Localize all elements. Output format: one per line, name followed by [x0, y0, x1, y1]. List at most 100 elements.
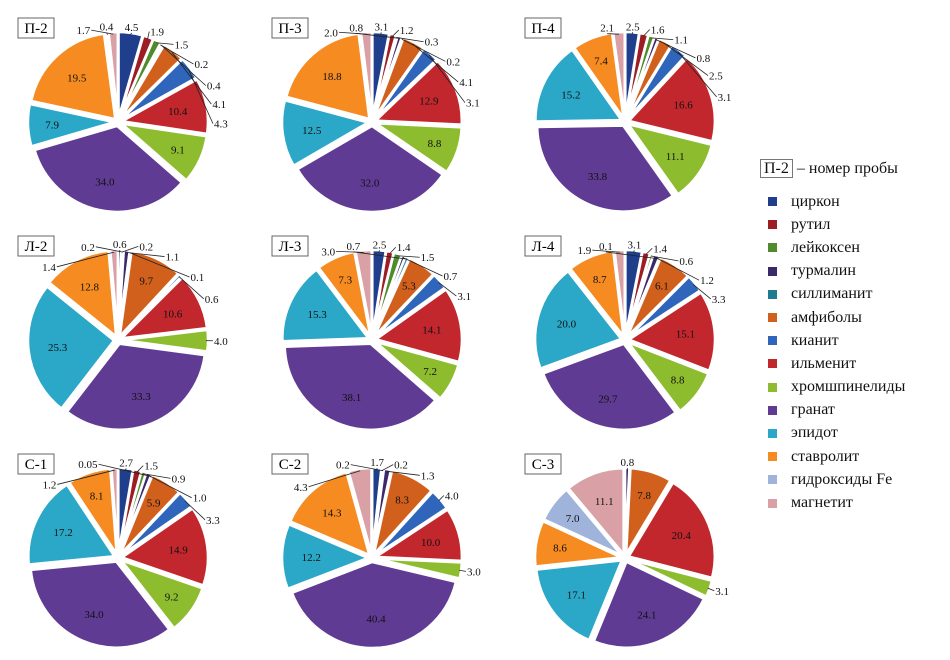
data-label: 7.2 [423, 366, 437, 378]
pie-slice [625, 122, 714, 197]
data-label: 3.1 [627, 239, 641, 251]
legend-sample-label: П-2 [760, 159, 793, 178]
leader-line [387, 470, 420, 476]
data-label: 1.9 [577, 245, 591, 257]
data-label: 12.5 [302, 125, 322, 137]
data-label: 0.2 [139, 241, 153, 253]
data-label: 2.5 [373, 239, 387, 251]
data-label: 40.4 [366, 614, 386, 626]
leader-line [129, 252, 190, 278]
data-label: 1.1 [165, 252, 179, 264]
data-label: 7.0 [566, 513, 580, 525]
data-label: 0.6 [205, 294, 219, 306]
pie-С-3: С-3 0.8 7.8 20.4 3.1 24.1 17.1 8.6 7.0 11.1 [524, 453, 729, 649]
pie-slice [534, 47, 624, 123]
data-label: 29.7 [598, 393, 618, 405]
pie-slice [613, 248, 627, 337]
data-label: 1.5 [175, 39, 189, 51]
legend-swatch [768, 475, 777, 485]
data-label: 3.1 [466, 98, 480, 110]
pie-slice [26, 102, 115, 148]
leader-line [643, 29, 651, 37]
legend-swatch [768, 428, 777, 438]
leader-line [397, 255, 420, 258]
data-label: 20.4 [672, 530, 692, 542]
pie-slice [534, 558, 624, 642]
data-label: 1.0 [193, 493, 207, 505]
data-label: 8.6 [553, 542, 567, 554]
data-label: 1.2 [43, 479, 57, 491]
legend-label: рутил [791, 215, 831, 233]
legend-item: магнетит [760, 491, 905, 514]
legend-item: хромшпинелиды [760, 376, 905, 399]
leader-line [353, 251, 407, 260]
leader-line [156, 42, 174, 45]
legend-label: лейкоксен [791, 238, 860, 256]
legend-sample-caption: – номер пробы [796, 160, 898, 177]
leader-line [143, 473, 171, 479]
pie-slice [29, 32, 117, 121]
data-label: 0.8 [349, 22, 363, 34]
data-label: 17.2 [54, 527, 73, 539]
sample-label: П-2 [24, 21, 47, 37]
leader-line [438, 495, 445, 501]
pie-slice [120, 57, 199, 121]
data-label: 1.7 [370, 457, 384, 469]
leader-line [338, 31, 367, 35]
data-label: 7.9 [45, 119, 59, 131]
legend-item: лейкоксен [760, 236, 905, 259]
data-label: 7.3 [338, 275, 352, 287]
legend-label: ставролит [791, 447, 860, 465]
data-label: 0.4 [207, 81, 221, 93]
legend-swatch [768, 382, 777, 392]
pie-slice [295, 124, 445, 214]
pie-slice [47, 249, 118, 340]
leader-line [381, 464, 394, 471]
data-label: 12.9 [419, 96, 439, 108]
leader-line [396, 37, 424, 43]
data-label: 9.1 [171, 145, 185, 157]
sample-label: П-4 [531, 21, 555, 37]
data-label: 1.7 [76, 25, 90, 37]
data-label: 3.1 [715, 586, 729, 598]
legend-label: кианит [791, 331, 839, 349]
leader-line [98, 463, 152, 477]
pie-slice [107, 30, 120, 119]
leader-line [633, 250, 635, 253]
data-label: 19.5 [67, 72, 87, 84]
data-label: 8.8 [671, 375, 685, 387]
data-label: 25.3 [48, 342, 68, 354]
pie-slice [374, 340, 461, 401]
pie-slice [626, 481, 716, 580]
legend-item: силлиманит [760, 283, 905, 306]
leader-line [121, 246, 139, 253]
leader-line [171, 52, 212, 105]
leader-line [184, 500, 206, 521]
pie-slice [354, 248, 373, 337]
leader-line [136, 465, 144, 473]
data-label: 8.7 [593, 274, 607, 286]
leader-line [57, 469, 115, 485]
data-label: 2.5 [626, 21, 640, 33]
pie-slice [119, 272, 184, 339]
leader-line [651, 255, 679, 262]
leader-line [664, 43, 709, 76]
leader-line [91, 29, 114, 35]
data-label: 1.2 [700, 275, 714, 287]
pie-slice [542, 487, 623, 557]
data-label: 15.2 [561, 89, 580, 101]
pie-slice [626, 55, 717, 143]
leader-line [693, 284, 712, 300]
data-label: 0.9 [172, 473, 186, 485]
data-label: 0.2 [195, 59, 209, 71]
pie-Л-2: Л-2 0.6 0.2 0.2 1.1 0.1 9.7 0.6 10.6 4.0 33.3 25.3 1… [17, 235, 228, 431]
leader-line [428, 54, 466, 103]
legend-item: ставролит [760, 445, 905, 468]
data-label: 7.8 [637, 490, 651, 502]
data-label: 0.8 [696, 53, 710, 65]
legend: П-2 – номер пробы циркон рутил лейкоксен ту… [760, 159, 905, 515]
sample-label-box [17, 17, 55, 39]
data-label: 34.0 [84, 609, 104, 621]
pie-slice [371, 507, 464, 563]
